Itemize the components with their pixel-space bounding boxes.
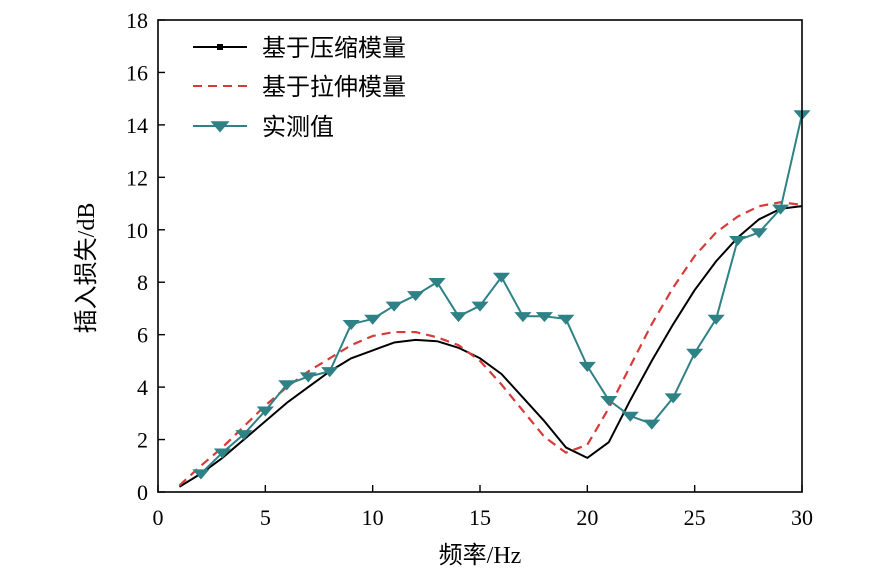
y-tick-label: 10 <box>126 218 148 243</box>
data-point-measured <box>213 448 231 459</box>
x-axis: 0 5 10 15 20 25 30 <box>153 485 813 530</box>
x-tick-label: 10 <box>362 505 384 530</box>
y-tick-label: 12 <box>126 165 148 190</box>
data-point-measured <box>664 393 682 404</box>
legend-item-compression: 基于压缩模量 <box>193 35 406 62</box>
data-point-measured <box>256 406 274 417</box>
data-point-measured <box>385 301 403 312</box>
plot-lines <box>178 114 803 488</box>
data-point-measured <box>514 312 532 323</box>
data-point-measured <box>321 367 339 378</box>
y-axis: 0 2 4 6 8 10 12 14 16 18 <box>126 8 165 505</box>
data-point-measured <box>235 430 253 441</box>
markers <box>192 110 811 480</box>
x-tick-label: 0 <box>153 505 164 530</box>
data-point-measured <box>342 319 360 331</box>
y-tick-label: 16 <box>126 60 148 85</box>
data-point-measured <box>299 372 317 383</box>
legend: 基于压缩模量 基于拉伸模量 实测值 <box>193 35 406 141</box>
data-point-measured <box>686 348 704 359</box>
legend-label-compression: 基于压缩模量 <box>262 35 406 62</box>
legend-item-measured: 实测值 <box>193 114 334 141</box>
data-point-measured <box>192 469 210 480</box>
y-tick-label: 8 <box>137 270 148 295</box>
data-point-measured <box>771 204 790 215</box>
data-point-measured <box>729 236 747 247</box>
data-point-measured <box>407 291 425 302</box>
data-point-measured <box>557 314 575 325</box>
x-axis-title: 频率/Hz <box>439 542 522 569</box>
data-point-measured <box>492 272 511 283</box>
data-point-measured <box>578 361 596 372</box>
data-point-measured <box>707 314 725 325</box>
y-tick-label: 14 <box>126 113 148 138</box>
data-point-measured <box>471 301 489 312</box>
legend-marker-measured <box>210 121 230 133</box>
x-tick-label: 5 <box>260 505 271 530</box>
series-line-1 <box>178 201 803 487</box>
data-point-measured <box>643 419 661 430</box>
legend-label-measured: 实测值 <box>262 114 334 141</box>
data-point-measured <box>621 411 639 422</box>
y-tick-label: 18 <box>126 8 148 33</box>
data-point-measured <box>364 314 382 325</box>
legend-item-tension: 基于拉伸模量 <box>193 74 406 101</box>
data-point-measured <box>750 228 768 239</box>
data-point-measured <box>278 380 296 391</box>
legend-marker-compression <box>217 44 223 50</box>
y-axis-title: 插入损失/dB <box>73 203 100 334</box>
x-tick-label: 20 <box>576 505 598 530</box>
legend-label-tension: 基于拉伸模量 <box>262 74 406 101</box>
y-tick-label: 2 <box>137 428 148 453</box>
series-line-2 <box>200 114 803 475</box>
data-point-measured <box>428 278 446 289</box>
y-tick-label: 6 <box>137 323 148 348</box>
y-tick-label: 0 <box>137 480 148 505</box>
y-tick-label: 4 <box>137 375 148 400</box>
x-tick-label: 30 <box>791 505 813 530</box>
data-point-measured <box>600 396 618 407</box>
x-tick-label: 25 <box>684 505 706 530</box>
data-point-measured <box>449 312 468 323</box>
data-point-measured <box>535 312 553 323</box>
series-line-0 <box>178 205 803 488</box>
x-tick-label: 15 <box>469 505 491 530</box>
